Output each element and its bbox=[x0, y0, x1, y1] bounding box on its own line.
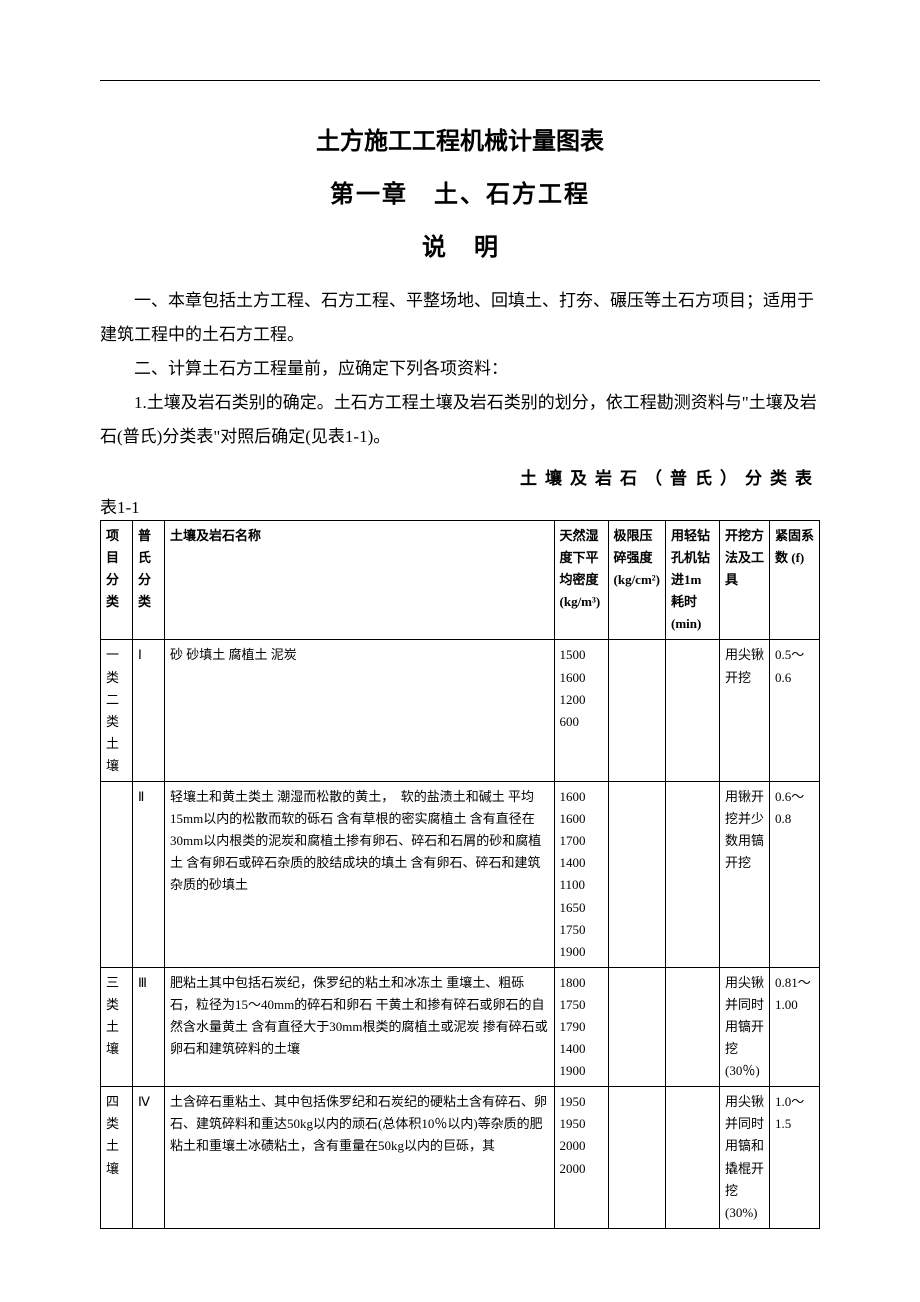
cell-coef: 1.0～1.5 bbox=[770, 1087, 820, 1229]
cell-projcat: 三类土壤 bbox=[101, 967, 133, 1086]
cell-strength bbox=[608, 1087, 665, 1229]
th-pushi: 普氏分类 bbox=[133, 521, 165, 640]
th-strength: 极限压碎强度 (kg/cm²) bbox=[608, 521, 665, 640]
table-header-row: 项目分类 普氏分类 土壤及岩石名称 天然湿度下平均密度 (kg/m³) 极限压碎… bbox=[101, 521, 820, 640]
table-row: Ⅱ轻壤土和黄土类土 潮湿而松散的黄土， 软的盐渍土和碱土 平均15mm以内的松散… bbox=[101, 782, 820, 968]
cell-strength bbox=[608, 782, 665, 968]
cell-method: 用尖锹并同时用镐和撬棍开挖(30%) bbox=[720, 1087, 770, 1229]
table-row: 三类土壤Ⅲ肥粘土其中包括石炭纪，侏罗纪的粘土和冰冻土 重壤土、粗砾石，粒径为15… bbox=[101, 967, 820, 1086]
th-method: 开挖方法及工具 bbox=[720, 521, 770, 640]
cell-drill bbox=[666, 1087, 720, 1229]
cell-density: 1950195020002000 bbox=[554, 1087, 608, 1229]
cell-pushi: Ⅲ bbox=[133, 967, 165, 1086]
top-rule bbox=[100, 80, 820, 81]
cell-drill bbox=[666, 782, 720, 968]
th-projcat: 项目分类 bbox=[101, 521, 133, 640]
cell-coef: 0.81～1.00 bbox=[770, 967, 820, 1086]
cell-density: 150016001200600 bbox=[554, 640, 608, 782]
table-row: 一类二类土壤Ⅰ砂 砂填土 腐植土 泥炭150016001200600 用尖锹开挖0… bbox=[101, 640, 820, 782]
cell-coef: 0.6～0.8 bbox=[770, 782, 820, 968]
cell-name: 土含碎石重粘土、其中包括侏罗纪和石炭纪的硬粘土含有碎石、卵石、建筑碎料和重达50… bbox=[165, 1087, 555, 1229]
th-coef: 紧固系数 (f) bbox=[770, 521, 820, 640]
chapter-title: 第一章 土、石方工程 bbox=[100, 174, 820, 209]
th-drill: 用轻钻孔机钻进1m耗时(min) bbox=[666, 521, 720, 640]
cell-name: 肥粘土其中包括石炭纪，侏罗纪的粘土和冰冻土 重壤土、粗砾石，粒径为15～40mm… bbox=[165, 967, 555, 1086]
paragraph-3: 1.土壤及岩石类别的确定。土石方工程土壤及岩石类别的划分，依工程勘测资料与"土壤… bbox=[100, 386, 820, 454]
table-label: 表1-1 bbox=[100, 493, 820, 518]
table-caption: 土壤及岩石（普氏）分类表 bbox=[100, 464, 820, 489]
paragraph-2: 二、计算土石方工程量前，应确定下列各项资料： bbox=[100, 352, 820, 386]
cell-drill bbox=[666, 640, 720, 782]
cell-method: 用尖锹开挖 bbox=[720, 640, 770, 782]
cell-pushi: Ⅳ bbox=[133, 1087, 165, 1229]
cell-density: 18001750179014001900 bbox=[554, 967, 608, 1086]
cell-strength bbox=[608, 967, 665, 1086]
cell-projcat bbox=[101, 782, 133, 968]
main-title: 土方施工工程机械计量图表 bbox=[100, 121, 820, 156]
th-density: 天然湿度下平均密度 (kg/m³) bbox=[554, 521, 608, 640]
cell-method: 用尖锹并同时用镐开挖(30％) bbox=[720, 967, 770, 1086]
cell-strength bbox=[608, 640, 665, 782]
document-page: 土方施工工程机械计量图表 第一章 土、石方工程 说明 一、本章包括土方工程、石方… bbox=[0, 0, 920, 1302]
cell-projcat: 四类土壤 bbox=[101, 1087, 133, 1229]
section-title: 说明 bbox=[100, 227, 820, 262]
cell-name: 砂 砂填土 腐植土 泥炭 bbox=[165, 640, 555, 782]
cell-drill bbox=[666, 967, 720, 1086]
cell-coef: 0.5～0.6 bbox=[770, 640, 820, 782]
cell-pushi: Ⅰ bbox=[133, 640, 165, 782]
classification-table: 项目分类 普氏分类 土壤及岩石名称 天然湿度下平均密度 (kg/m³) 极限压碎… bbox=[100, 520, 820, 1229]
table-row: 四类土壤Ⅳ土含碎石重粘土、其中包括侏罗纪和石炭纪的硬粘土含有碎石、卵石、建筑碎料… bbox=[101, 1087, 820, 1229]
th-name: 土壤及岩石名称 bbox=[165, 521, 555, 640]
cell-density: 16001600170014001100165017501900 bbox=[554, 782, 608, 968]
cell-pushi: Ⅱ bbox=[133, 782, 165, 968]
cell-projcat: 一类二类土壤 bbox=[101, 640, 133, 782]
cell-method: 用锹开挖并少数用镐开挖 bbox=[720, 782, 770, 968]
paragraph-1: 一、本章包括土方工程、石方工程、平整场地、回填土、打夯、碾压等土石方项目；适用于… bbox=[100, 284, 820, 352]
table-body: 一类二类土壤Ⅰ砂 砂填土 腐植土 泥炭150016001200600用尖锹开挖0… bbox=[101, 640, 820, 1228]
cell-name: 轻壤土和黄土类土 潮湿而松散的黄土， 软的盐渍土和碱土 平均15mm以内的松散而… bbox=[165, 782, 555, 968]
